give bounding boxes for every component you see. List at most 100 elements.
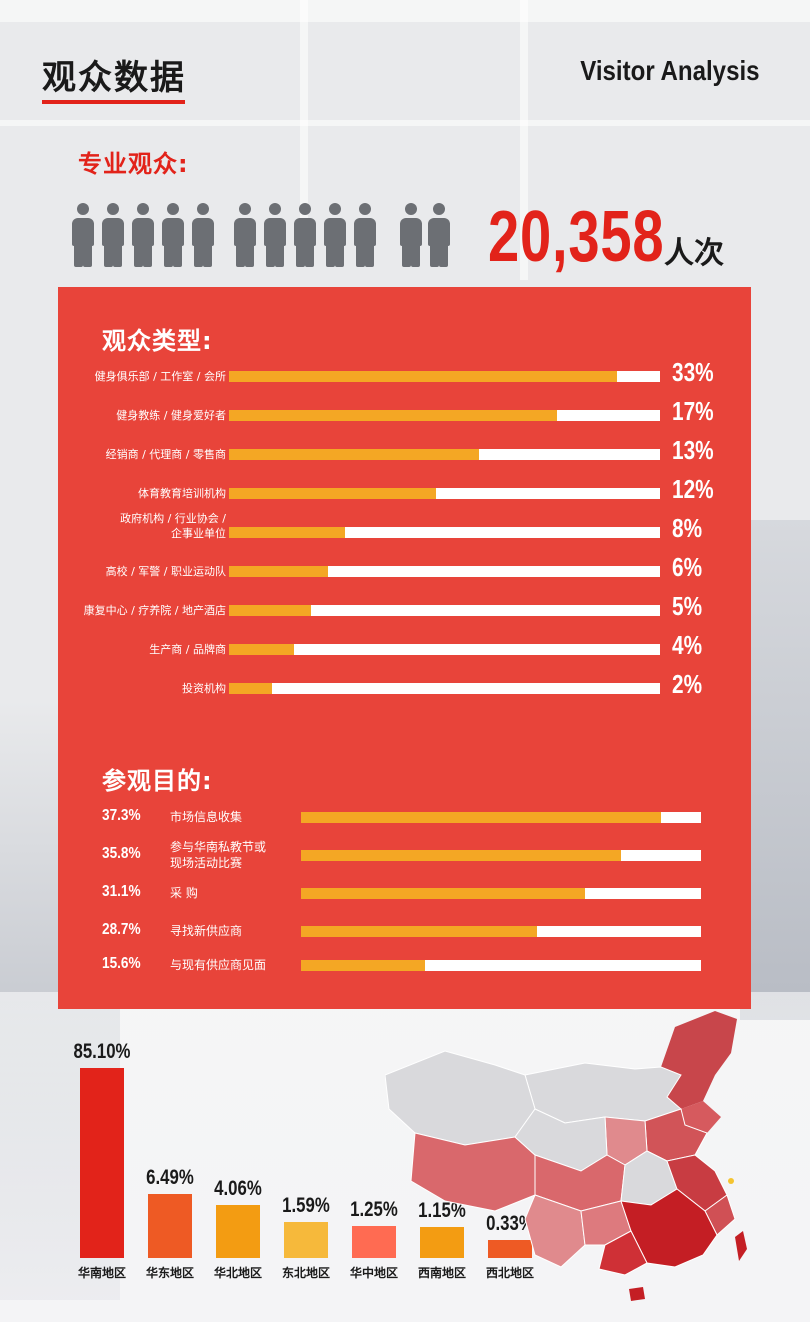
visitor-type-row: 健身俱乐部 / 工作室 / 会所 33% [58,357,751,393]
visitor-type-value-label: 4% [672,630,703,660]
region-value-label: 1.25% [350,1198,398,1221]
visitor-type-value-label: 2% [672,669,703,699]
visit-purpose-label-line: 参与华南私教节或 [170,840,267,854]
region-category-label: 东北地区 [281,1266,330,1280]
visitor-type-row: 生产商 / 品牌商 4% [58,630,751,666]
visitor-type-bar-track [229,605,660,616]
visitor-type-label: 经销商 / 代理商 / 零售商 [26,447,226,462]
visitor-type-value-label: 17% [672,396,714,426]
person-icon [324,203,346,267]
visit-purpose-bar-track [301,926,701,937]
page-title-english: Visitor Analysis [580,55,760,86]
visitor-type-bar [229,527,345,538]
visitor-type-bar [229,371,617,382]
visitor-type-value-label: 13% [672,435,714,465]
visit-purpose-row: 31.1% 采 购 [58,883,751,913]
visit-purpose-bar [301,960,425,971]
people-icon-row [72,203,462,267]
visitor-breakdown-panel: 观众类型: 健身俱乐部 / 工作室 / 会所 33% 健身教练 / 健身爱好者 17%… [58,287,751,1009]
visitor-type-bar-track [229,449,660,460]
visit-purpose-bar-track [301,812,701,823]
visit-purpose-heading: 参观目的: [102,767,213,795]
region-category-label: 华北地区 [213,1266,262,1280]
visitor-type-label: 高校 / 军警 / 职业运动队 [26,564,226,579]
visit-purpose-bar-track [301,960,701,971]
person-icon [72,203,94,267]
visitor-type-row: 体育教育培训机构 12% [58,474,751,510]
visitor-type-label-line: 体育教育培训机构 [138,487,226,500]
visit-purpose-row: 15.6% 与现有供应商见面 [58,955,751,985]
visitor-type-bar-track [229,566,660,577]
region-category-label: 华东地区 [145,1266,194,1280]
region-value-label: 1.15% [418,1199,466,1222]
visit-purpose-bar [301,812,661,823]
visitor-type-label: 康复中心 / 疗养院 / 地产酒店 [26,603,226,618]
person-icon [294,203,316,267]
visit-purpose-label: 寻找新供应商 [170,923,295,939]
person-icon [132,203,154,267]
visitor-type-bar-track [229,371,660,382]
visit-purpose-row: 28.7% 寻找新供应商 [58,921,751,951]
person-icon [264,203,286,267]
region-category-label: 西北地区 [485,1266,534,1280]
visitor-type-row: 投资机构 2% [58,669,751,705]
visitor-type-label-line: 企事业单位 [171,527,226,540]
visitor-type-value-label: 5% [672,591,703,621]
region-bar [420,1227,464,1258]
visitor-type-bar [229,410,557,421]
region-category-label: 华中地区 [349,1266,398,1280]
visitor-type-bar-track [229,527,660,538]
visitor-type-label-line: 健身教练 / 健身爱好者 [116,409,226,422]
china-map-icon [385,1011,747,1301]
visitor-type-label: 生产商 / 品牌商 [26,642,226,657]
visit-purpose-label-line: 市场信息收集 [170,810,243,824]
region-category-label: 西南地区 [417,1266,466,1280]
visitor-type-label-line: 投资机构 [182,682,226,695]
visitor-type-heading: 观众类型: [102,327,213,355]
visit-purpose-label-line: 现场活动比赛 [170,856,243,870]
visit-purpose-row: 37.3% 市场信息收集 [58,807,751,837]
visitor-type-label: 健身教练 / 健身爱好者 [26,408,226,423]
person-icon [354,203,376,267]
region-value-label: 6.49% [146,1166,194,1189]
visit-purpose-label-line: 与现有供应商见面 [170,958,267,972]
visit-purpose-bar [301,926,537,937]
visit-purpose-value-label: 31.1% [102,883,141,900]
visitor-type-value-label: 8% [672,513,703,543]
visit-purpose-value-label: 35.8% [102,845,141,862]
visit-purpose-bar [301,850,621,861]
region-value-label: 0.33% [486,1212,534,1235]
visitor-type-label-line: 生产商 / 品牌商 [149,643,226,656]
visitor-type-bar [229,449,479,460]
visitor-type-row: 政府机构 / 行业协会 / 企事业单位 8% [58,512,751,549]
visitor-type-value-label: 12% [672,474,714,504]
visitor-type-value-label: 6% [672,552,703,582]
region-value-label: 4.06% [214,1177,262,1200]
visitor-count: 20,358 [488,197,665,277]
visit-purpose-label: 与现有供应商见面 [170,957,295,973]
person-icon [400,203,422,267]
region-category-label: 华南地区 [77,1266,126,1280]
region-bar [488,1240,532,1258]
visitor-type-bar [229,566,328,577]
visit-purpose-value-label: 37.3% [102,807,141,824]
visitor-type-row: 经销商 / 代理商 / 零售商 13% [58,435,751,471]
region-bar [352,1226,396,1258]
visitor-type-label: 健身俱乐部 / 工作室 / 会所 [26,369,226,384]
visit-purpose-label: 采 购 [170,885,295,901]
visitor-type-bar [229,644,294,655]
region-bar [148,1194,192,1258]
visit-purpose-bar-track [301,850,701,861]
visitor-type-label-line: 健身俱乐部 / 工作室 / 会所 [94,370,226,383]
professional-visitors-label: 专业观众: [78,150,189,178]
visitor-type-label-line: 高校 / 军警 / 职业运动队 [105,565,226,578]
person-icon [162,203,184,267]
visitor-type-row: 康复中心 / 疗养院 / 地产酒店 5% [58,591,751,627]
visitor-type-label-line: 经销商 / 代理商 / 零售商 [105,448,226,461]
region-bar [284,1222,328,1258]
visit-purpose-row: 35.8% 参与华南私教节或 现场活动比赛 [58,840,751,875]
region-distribution-chart: 85.10% 华南地区 6.49% 华东地区 4.06% 华北地区 1.59% 东北地区 1.2… [0,1010,560,1310]
visit-purpose-label: 参与华南私教节或 现场活动比赛 [170,839,295,871]
region-value-label: 85.10% [73,1040,131,1063]
region-bar [216,1205,260,1258]
